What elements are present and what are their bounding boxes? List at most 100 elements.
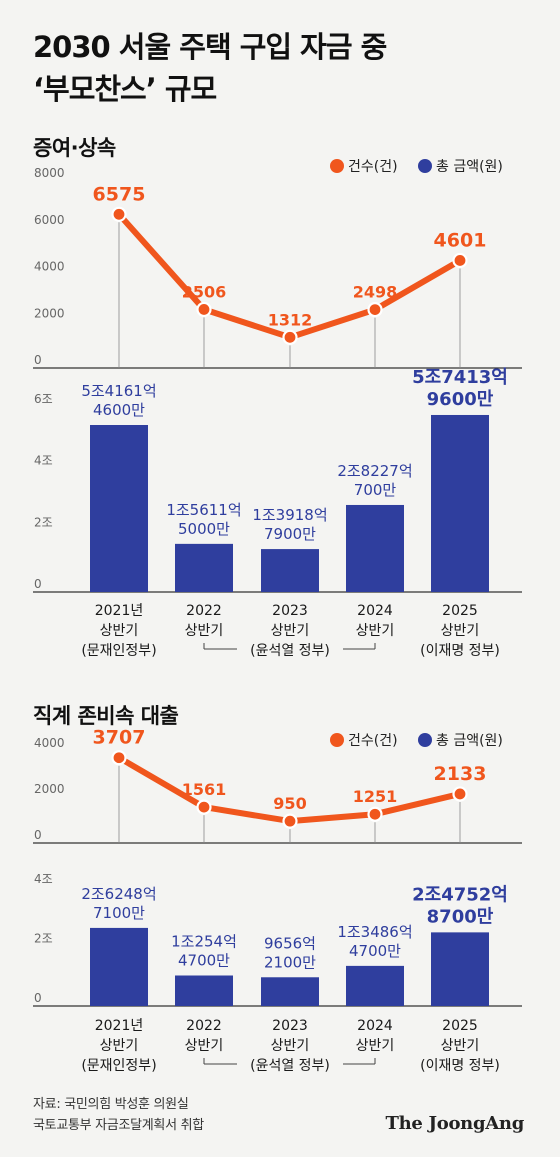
loan-amount-label: 4700만	[349, 942, 401, 960]
loan-legend-count-label: 건수(건)	[348, 733, 398, 749]
source-line-1: 자료: 국민의힘 박성훈 의원실	[33, 1097, 189, 1112]
gift-period-label: 2021년	[95, 603, 144, 619]
loan-period-label: (이재명 정부)	[420, 1058, 500, 1074]
gift-count-point	[452, 252, 468, 269]
gift-ytick-label: 4000	[34, 260, 65, 274]
gift-amount-label: 5조7413억	[412, 367, 508, 388]
loan-ytick-label: 4000	[34, 736, 65, 750]
gift-amount-label: 1조5611억	[166, 501, 241, 519]
loan-legend-amount-marker	[418, 733, 432, 747]
gift-ytick-label: 6조	[34, 392, 53, 406]
loan-count-label: 2133	[434, 763, 487, 785]
gift-count-point	[282, 329, 298, 345]
loan-period-label: (윤석열 정부)	[250, 1058, 330, 1074]
loan-period-label: 상반기	[271, 1038, 310, 1054]
loan-period-label: 상반기	[185, 1038, 224, 1054]
loan-count-point	[111, 750, 127, 766]
loan-amount-bar	[175, 975, 233, 1006]
loan-ytick-label: 0	[34, 991, 42, 1005]
loan-ytick-label: 0	[34, 828, 42, 842]
loan-amount-bar	[261, 977, 319, 1006]
loan-ytick-label: 4조	[34, 872, 53, 886]
gift-ytick-label: 2조	[34, 515, 53, 529]
loan-count-point	[452, 786, 468, 802]
gift-amount-label: 7900만	[264, 525, 316, 543]
loan-period-label: 상반기	[356, 1038, 395, 1054]
gift-count-point	[367, 302, 383, 318]
section-title-loan: 직계 존비속 대출	[33, 704, 179, 728]
gift-period-label: 2022	[186, 603, 222, 619]
gift-period-label: (문재인정부)	[81, 643, 156, 659]
gift-ytick-label: 0	[34, 353, 42, 367]
loan-ytick-label: 2000	[34, 782, 65, 796]
loan-count-point	[196, 799, 212, 815]
loan-period-label: 2025	[442, 1018, 478, 1034]
gift-period-label: 상반기	[441, 623, 480, 639]
gift-legend-count-marker	[330, 159, 344, 173]
loan-period-label: 2023	[272, 1018, 308, 1034]
loan-legend-amount-label: 총 금액(원)	[436, 733, 503, 749]
gift-period-label: 2024	[357, 603, 393, 619]
loan-ytick-label: 2조	[34, 932, 53, 946]
gift-amount-label: 9600만	[427, 389, 494, 410]
chart-title: 2030 서울 주택 구입 자금 중 ‘부모찬스’ 규모	[33, 26, 387, 110]
loan-amount-label: 2조4752억	[412, 884, 508, 905]
gift-amount-label: 5000만	[178, 520, 230, 538]
loan-amount-label: 1조3486억	[337, 923, 412, 941]
chart-title-line-1: 2030 서울 주택 구입 자금 중	[33, 30, 387, 64]
loan-count-label: 1251	[353, 787, 398, 806]
gift-amount-bar	[175, 543, 233, 592]
loan-amount-label: 1조254억	[171, 932, 237, 950]
gift-count-label: 2506	[182, 282, 227, 301]
loan-period-label: 2021년	[95, 1018, 144, 1034]
gift-period-label: 상반기	[185, 623, 224, 639]
gift-period-label: 2023	[272, 603, 308, 619]
gift-count-label: 2498	[353, 283, 398, 302]
brand-logo: The JoongAng	[385, 1113, 525, 1134]
gift-amount-bar	[431, 414, 489, 592]
gift-amount-label: 5조4161억	[81, 382, 156, 400]
gift-amount-label: 1조3918억	[252, 506, 327, 524]
loan-amount-label: 9656억	[264, 934, 316, 952]
gift-count-point	[196, 301, 212, 318]
gift-period-label: 2025	[442, 603, 478, 619]
gift-count-label: 1312	[268, 310, 313, 329]
gift-amount-bar	[90, 425, 148, 592]
gift-count-point	[111, 206, 127, 222]
gift-period-label: (이재명 정부)	[420, 643, 500, 659]
gift-legend-count-label: 건수(건)	[348, 159, 398, 175]
loan-legend-count-marker	[330, 733, 344, 747]
gift-amount-label: 4600만	[93, 401, 145, 419]
gift-ytick-label: 6000	[34, 213, 65, 227]
gift-legend-amount-marker	[418, 159, 432, 173]
source-note: 자료: 국민의힘 박성훈 의원실 국토교통부 자금조달계획서 취합	[33, 1094, 204, 1136]
gift-period-label: (윤석열 정부)	[250, 643, 330, 659]
loan-count-point	[367, 806, 383, 822]
gift-period-label: 상반기	[271, 623, 310, 639]
gift-count-label: 4601	[434, 229, 487, 251]
loan-amount-bar	[346, 965, 404, 1006]
gift-amount-bar	[261, 549, 319, 592]
gift-amount-bar	[346, 504, 404, 592]
gift-ytick-label: 8000	[34, 166, 65, 180]
gift-period-label: 상반기	[100, 623, 139, 639]
loan-amount-label: 2조6248억	[81, 885, 156, 903]
loan-amount-bar	[90, 927, 148, 1006]
gift-legend-amount-label: 총 금액(원)	[436, 159, 503, 175]
loan-amount-bar	[431, 932, 489, 1006]
gift-period-label: 상반기	[356, 623, 395, 639]
gift-amount-label: 2조8227억	[337, 462, 412, 480]
loan-period-label: 상반기	[441, 1038, 480, 1054]
gift-ytick-label: 2000	[34, 306, 65, 320]
loan-period-label: 2022	[186, 1018, 222, 1034]
source-line-2: 국토교통부 자금조달계획서 취합	[33, 1118, 204, 1133]
section-title-gift: 증여·상속	[33, 136, 116, 160]
loan-count-label: 1561	[182, 780, 227, 799]
chart-title-line-2: ‘부모찬스’ 규모	[33, 72, 217, 106]
gift-count-label: 6575	[93, 183, 146, 205]
gift-ytick-label: 0	[34, 577, 42, 591]
gift-ytick-label: 4조	[34, 454, 53, 468]
loan-period-label: (문재인정부)	[81, 1058, 156, 1074]
loan-period-label: 상반기	[100, 1038, 139, 1054]
